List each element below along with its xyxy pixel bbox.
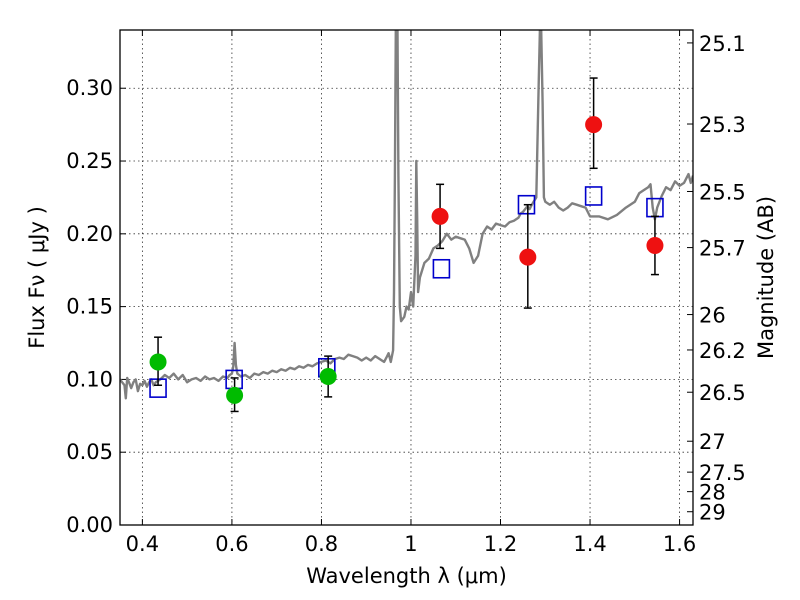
x-axis-label: Wavelength λ (μm) [306, 564, 507, 588]
x-tick-label: 1.2 [484, 532, 517, 556]
model-photometry-square [584, 186, 603, 206]
mag-tick-label: 27.5 [699, 461, 746, 485]
mag-tick-label: 26.5 [699, 381, 746, 405]
plot-frame [119, 29, 694, 526]
mag-tick-label: 29 [699, 501, 726, 525]
y-tick-label: 0.10 [66, 367, 113, 391]
x-tick-label: 1.6 [663, 532, 696, 556]
errorbar-layer [154, 77, 659, 413]
x-tick-label: 0.4 [126, 532, 159, 556]
observed-point [226, 386, 244, 404]
y-tick-label: 0.00 [66, 513, 113, 537]
mag-tick-label: 26.2 [699, 339, 746, 363]
y-tick-label: 0.05 [66, 440, 113, 464]
observed-point [519, 248, 537, 266]
model-photometry-square [432, 258, 451, 279]
y-tick-label: 0.20 [66, 222, 113, 246]
spectrum-line [120, 30, 693, 400]
mag-tick-label: 25.5 [699, 180, 746, 204]
x-tick-label: 0.8 [305, 532, 338, 556]
y-axis-label: Flux Fν ( μJy ) [25, 206, 49, 349]
y-tick-label: 0.30 [66, 76, 113, 100]
model-photometry-square [517, 194, 536, 215]
x-tick-label: 0.6 [215, 532, 248, 556]
mag-tick-label: 26 [699, 304, 726, 328]
axis-ticks: 0.4 0.6 0.8 1 1.2 1.4 1.6 0.00 0.05 0.10 0.15 0.20 0… [66, 30, 746, 556]
observed-point [585, 116, 603, 134]
mag-tick-label: 27 [699, 430, 726, 454]
x-tick-label: 1 [404, 532, 417, 556]
spectrum-layer [120, 30, 693, 400]
observed-point [319, 368, 337, 385]
mag-tick-label: 28 [699, 481, 726, 505]
y-tick-label: 0.15 [66, 295, 113, 319]
right-axis-label: Magnitude (AB) [754, 196, 778, 359]
x-tick-label: 1.4 [573, 532, 606, 556]
mag-tick-label: 25.3 [699, 113, 746, 137]
mag-tick-label: 25.7 [699, 237, 746, 261]
model-photometry-layer [149, 186, 664, 398]
grid-lines [120, 30, 693, 525]
observed-point [149, 353, 167, 371]
mag-tick-label: 25.1 [699, 32, 746, 56]
observed-points-layer [149, 116, 664, 404]
observed-point [431, 207, 449, 225]
y-tick-label: 0.25 [66, 149, 113, 173]
observed-point [646, 236, 664, 254]
